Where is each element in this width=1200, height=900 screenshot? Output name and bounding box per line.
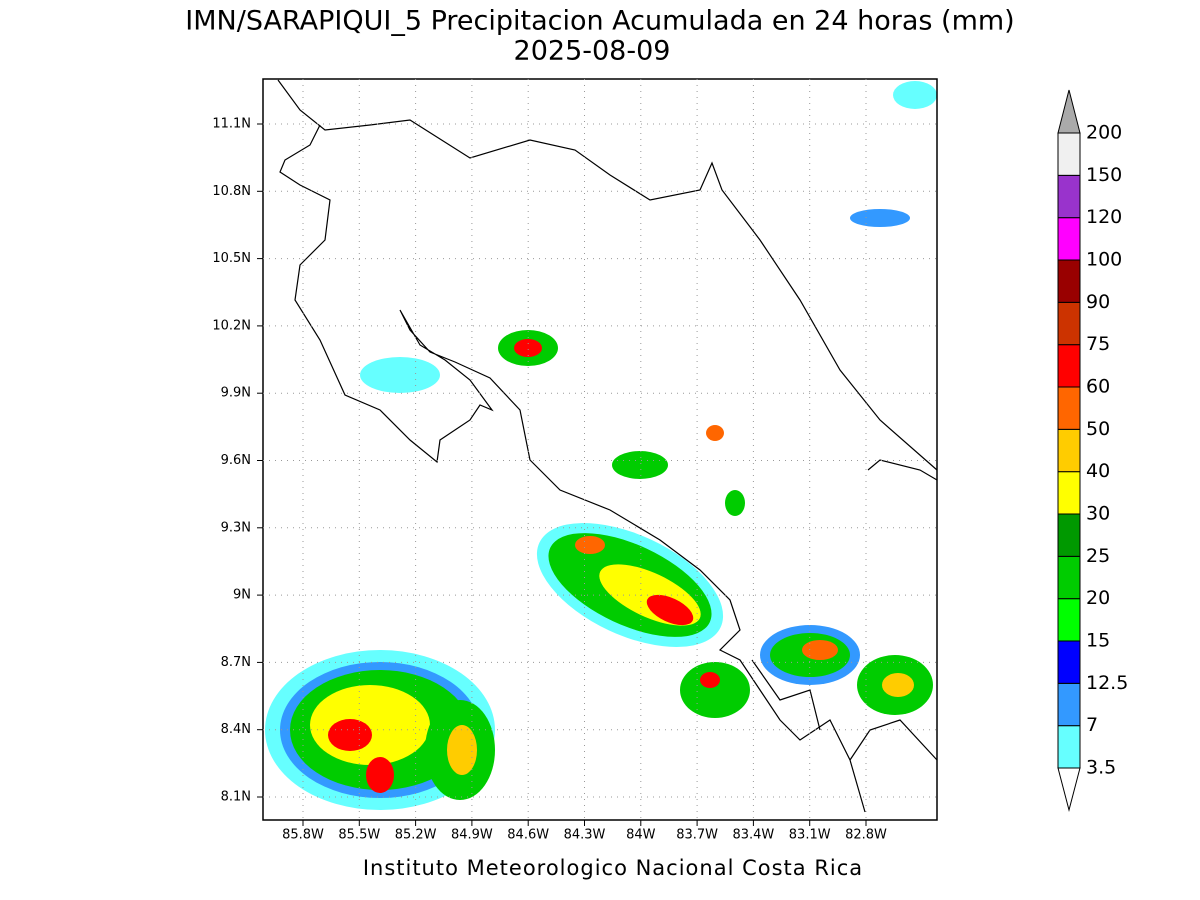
lat-label: 8.4N (221, 722, 251, 737)
colorbar-band (1057, 132, 1081, 176)
title: IMN/SARAPIQUI_5 Precipitacion Acumulada … (185, 6, 1014, 37)
lat-label: 9N (233, 588, 251, 603)
colorbar-band (1057, 513, 1081, 557)
colorbar-label: 25 (1086, 545, 1110, 567)
lat-label: 10.2N (212, 318, 251, 333)
lon-label: 85.8W (282, 828, 324, 843)
colorbar-band (1057, 682, 1081, 727)
colorbar-label: 100 (1086, 249, 1122, 271)
colorbar-band (1057, 428, 1081, 473)
colorbar-band (1057, 640, 1081, 684)
colorbar-band (1057, 174, 1081, 219)
lat-label: 9.6N (221, 453, 251, 468)
lon-label: 83.1W (789, 828, 831, 843)
colorbar-band (1057, 598, 1081, 642)
lat-label: 9.9N (221, 386, 251, 401)
colorbar-band (1057, 725, 1081, 769)
colorbar-label: 150 (1086, 164, 1122, 186)
lon-label: 84W (626, 828, 656, 843)
lon-label: 82.8W (845, 828, 887, 843)
colorbar-label: 7 (1086, 714, 1098, 736)
colorbar-label: 120 (1086, 206, 1122, 228)
colorbar-band (1057, 555, 1081, 600)
colorbar-label: 90 (1086, 291, 1110, 313)
map-frame (262, 78, 938, 821)
credit: Instituto Meteorologico Nacional Costa R… (363, 856, 863, 880)
colorbar-label: 3.5 (1086, 757, 1116, 779)
colorbar-band (1057, 259, 1081, 303)
coastline (277, 79, 938, 813)
colorbar-label: 15 (1086, 630, 1110, 652)
colorbar-band (1057, 217, 1081, 261)
lat-label: 10.5N (212, 251, 251, 266)
lon-label: 84.3W (564, 828, 606, 843)
colorbar-label: 50 (1086, 418, 1110, 440)
colorbar-label: 60 (1086, 376, 1110, 398)
colorbar-over (1057, 89, 1081, 134)
lon-label: 83.4W (732, 828, 774, 843)
lon-label: 85.2W (395, 828, 437, 843)
lon-label: 85.5W (338, 828, 380, 843)
colorbar-label: 75 (1086, 333, 1110, 355)
colorbar-label: 12.5 (1086, 672, 1128, 694)
colorbar-label: 200 (1086, 122, 1122, 144)
lat-label: 8.1N (221, 790, 251, 805)
colorbar-band (1057, 471, 1081, 515)
colorbar-label: 20 (1086, 587, 1110, 609)
colorbar-band (1057, 344, 1081, 388)
lat-label: 8.7N (221, 655, 251, 670)
date: 2025-08-09 (514, 36, 671, 67)
colorbar-label: 30 (1086, 503, 1110, 525)
lat-label: 11.1N (212, 117, 251, 132)
lat-label: 10.8N (212, 184, 251, 199)
colorbar-band (1057, 386, 1081, 430)
lon-label: 83.7W (676, 828, 718, 843)
colorbar-under (1057, 767, 1081, 812)
lon-label: 84.6W (507, 828, 549, 843)
lat-label: 9.3N (221, 520, 251, 535)
precipitation (265, 81, 937, 810)
lon-label: 84.9W (451, 828, 493, 843)
colorbar-label: 40 (1086, 460, 1110, 482)
colorbar-band (1057, 301, 1081, 346)
